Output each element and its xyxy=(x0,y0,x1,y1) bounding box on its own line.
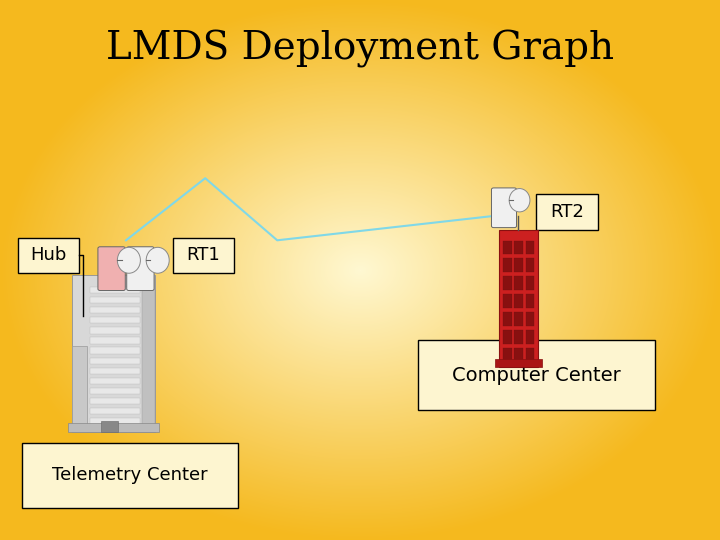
Bar xyxy=(22,443,238,508)
Bar xyxy=(90,357,140,364)
Bar xyxy=(536,194,598,230)
Bar xyxy=(515,312,523,326)
Bar xyxy=(90,388,140,394)
Bar xyxy=(503,330,512,344)
Bar xyxy=(90,408,140,414)
FancyBboxPatch shape xyxy=(127,247,154,291)
Bar xyxy=(143,275,155,432)
Bar xyxy=(101,421,117,432)
Bar xyxy=(90,318,140,323)
Bar xyxy=(515,294,523,308)
Bar xyxy=(503,348,512,362)
Bar xyxy=(503,294,512,308)
Bar xyxy=(72,275,155,432)
Bar xyxy=(503,312,512,326)
Bar xyxy=(90,398,140,404)
Ellipse shape xyxy=(509,188,530,212)
Bar xyxy=(515,348,523,362)
Bar xyxy=(90,377,140,384)
Bar xyxy=(526,294,534,308)
Bar xyxy=(90,368,140,374)
Bar xyxy=(498,230,539,367)
Bar xyxy=(18,238,79,273)
Bar xyxy=(90,327,140,334)
Bar xyxy=(526,348,534,362)
Text: Computer Center: Computer Center xyxy=(452,366,621,385)
Bar xyxy=(90,418,140,424)
Ellipse shape xyxy=(146,247,169,273)
Bar xyxy=(526,240,534,254)
Bar xyxy=(515,240,523,254)
Text: Hub: Hub xyxy=(30,246,67,264)
FancyBboxPatch shape xyxy=(492,188,516,228)
Bar xyxy=(90,307,140,313)
Bar xyxy=(90,287,140,293)
Bar xyxy=(495,359,541,367)
Bar xyxy=(515,330,523,344)
Bar xyxy=(515,259,523,272)
Text: RT2: RT2 xyxy=(550,203,584,221)
Bar xyxy=(90,338,140,343)
Bar xyxy=(503,259,512,272)
FancyBboxPatch shape xyxy=(98,247,125,291)
Bar xyxy=(503,240,512,254)
Bar xyxy=(503,276,512,290)
Ellipse shape xyxy=(117,247,140,273)
Text: Telemetry Center: Telemetry Center xyxy=(52,466,207,484)
Bar xyxy=(526,276,534,290)
Bar xyxy=(90,297,140,303)
Bar xyxy=(526,312,534,326)
Bar xyxy=(173,238,234,273)
Bar xyxy=(68,423,159,432)
Text: LMDS Deployment Graph: LMDS Deployment Graph xyxy=(106,30,614,68)
Bar xyxy=(90,347,140,354)
Bar xyxy=(418,340,655,410)
Bar xyxy=(526,330,534,344)
Bar xyxy=(515,276,523,290)
Bar xyxy=(72,346,87,432)
Bar xyxy=(526,259,534,272)
Text: RT1: RT1 xyxy=(186,246,220,264)
